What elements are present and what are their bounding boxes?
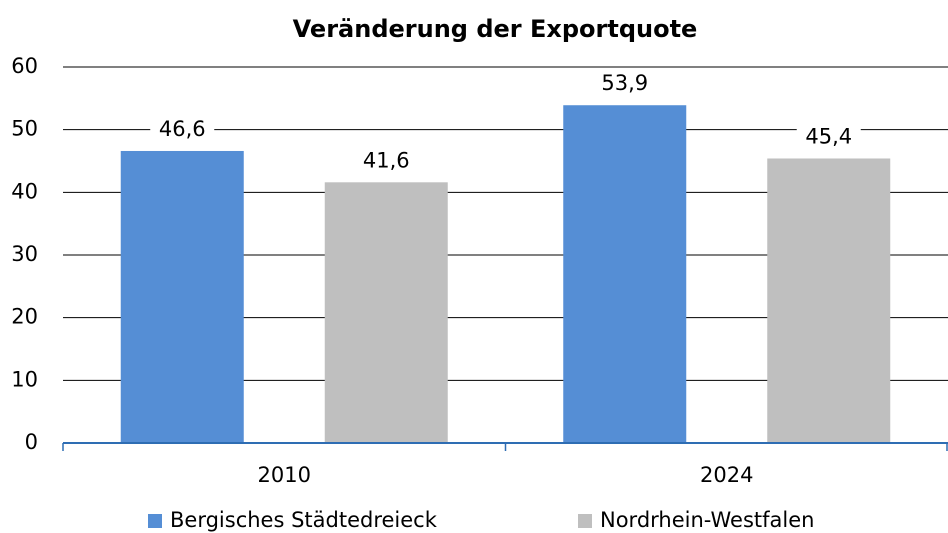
value-label: 53,9 bbox=[601, 71, 648, 95]
value-label: 45,4 bbox=[805, 124, 852, 148]
bar bbox=[324, 182, 448, 443]
value-label-bg bbox=[150, 115, 215, 144]
chart-title: Veränderung der Exportquote bbox=[293, 15, 698, 43]
y-tick-label: 60 bbox=[11, 54, 38, 78]
x-tick-label: 2024 bbox=[700, 463, 753, 487]
value-label-bg bbox=[592, 70, 657, 99]
y-tick-label: 10 bbox=[11, 367, 38, 391]
legend-label: Bergisches Städtedreieck bbox=[170, 508, 438, 532]
bar bbox=[767, 158, 891, 443]
y-tick-label: 20 bbox=[11, 305, 38, 329]
bar bbox=[120, 150, 244, 443]
legend-marker bbox=[578, 514, 592, 528]
y-tick-label: 0 bbox=[25, 430, 38, 454]
bar bbox=[563, 105, 687, 443]
y-tick-label: 50 bbox=[11, 117, 38, 141]
value-label: 46,6 bbox=[159, 117, 206, 141]
value-label-bg bbox=[354, 147, 419, 176]
legend-marker bbox=[148, 514, 162, 528]
value-label: 41,6 bbox=[363, 148, 410, 172]
y-tick-label: 30 bbox=[11, 242, 38, 266]
x-tick-label: 2010 bbox=[258, 463, 311, 487]
y-tick-label: 40 bbox=[11, 179, 38, 203]
value-label-bg bbox=[796, 123, 861, 152]
legend-label: Nordrhein-Westfalen bbox=[600, 508, 814, 532]
